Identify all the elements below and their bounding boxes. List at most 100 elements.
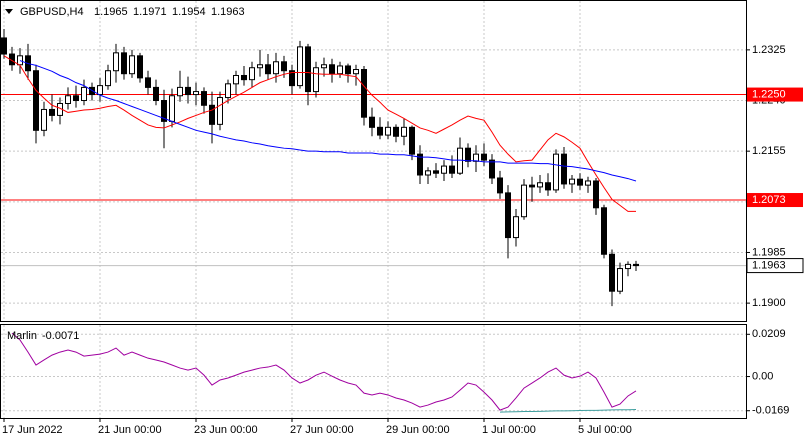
x-tick-label: 27 Jun 00:00 <box>290 424 354 436</box>
candle-body <box>353 69 359 75</box>
candle-body <box>321 64 327 69</box>
candle-body <box>153 86 159 102</box>
level-label-box <box>747 87 803 102</box>
y-tick-label: 1.2325 <box>752 44 786 56</box>
candle-body <box>449 165 455 174</box>
axes: 17 Jun 2022 21 Jun 00:00 23 Jun 00:00 27 Ju… <box>2 44 804 436</box>
y-tick-label: -0.0169 <box>752 405 789 417</box>
candle-body <box>297 46 303 87</box>
candle-body <box>441 165 447 174</box>
candle-body <box>481 153 487 161</box>
candle-body <box>249 67 255 81</box>
candle-body <box>345 65 351 75</box>
x-tick-label: 5 Jul 00:00 <box>578 424 632 436</box>
candle-body <box>569 178 575 185</box>
candle-body <box>73 95 79 102</box>
candle-body <box>305 46 311 93</box>
grid <box>1 1 746 418</box>
last-open: 1.1965 <box>94 6 128 18</box>
sub-plot <box>11 332 637 413</box>
candle-body <box>209 104 215 125</box>
x-tick-label: 23 Jun 00:00 <box>194 424 258 436</box>
candle-body <box>385 126 391 136</box>
candle-body <box>273 61 279 75</box>
y-tick-label: 0.00 <box>752 370 773 382</box>
candle-body <box>561 153 567 185</box>
candle-body <box>513 216 519 239</box>
level-label: 1.2073 <box>752 194 786 206</box>
candle-body <box>401 126 407 137</box>
candle-body <box>289 70 295 87</box>
indicator-line <box>3 55 636 212</box>
candle-body <box>201 91 207 106</box>
menu-icon[interactable] <box>5 9 13 14</box>
current-price-label: 1.1963 <box>752 259 786 271</box>
y-tick-label: 1.2155 <box>752 145 786 157</box>
candle-body <box>505 192 511 239</box>
candle-body <box>337 65 343 75</box>
candle-body <box>577 178 583 186</box>
candle-body <box>329 64 335 75</box>
last-high: 1.1971 <box>133 6 167 18</box>
candle-body <box>41 108 47 131</box>
candle-body <box>121 52 127 75</box>
level-label: 1.2250 <box>752 88 786 100</box>
candle-body <box>313 67 319 93</box>
candle-body <box>361 69 367 118</box>
candle-body <box>185 86 191 96</box>
candle-body <box>225 83 231 99</box>
candle-body <box>377 126 383 136</box>
candle-body <box>473 153 479 162</box>
candle-body <box>497 177 503 194</box>
candle-body <box>17 55 23 66</box>
indicator-line <box>19 60 637 182</box>
y-tick-label: 0.0209 <box>752 328 786 340</box>
candle-body <box>521 184 527 218</box>
candle-body <box>425 170 431 176</box>
level-label-box <box>747 193 803 208</box>
candle-body <box>545 182 551 191</box>
candle-body <box>529 184 535 188</box>
x-tick-label: 1 Jul 00:00 <box>482 424 536 436</box>
x-tick-label: 29 Jun 00:00 <box>386 424 450 436</box>
candle-body <box>265 64 271 75</box>
candle-body <box>49 108 55 116</box>
candle-body <box>81 86 87 102</box>
candle-body <box>593 180 599 209</box>
main-pane-border <box>0 0 747 322</box>
candle-body <box>161 100 167 122</box>
last-close: 1.1963 <box>211 6 245 18</box>
candle-body <box>393 126 399 137</box>
candle-body <box>433 170 439 174</box>
candle-body <box>409 126 415 155</box>
chart-title: GBPUSD,H4 <box>20 6 84 18</box>
indicator-line <box>499 409 637 413</box>
candle-body <box>65 95 71 104</box>
candle-body <box>241 74 247 81</box>
y-tick-label: 1.1900 <box>752 297 786 309</box>
y-tick-label: 1.1985 <box>752 246 786 258</box>
candle-body <box>537 182 543 188</box>
candle-body <box>97 85 103 96</box>
candle-body <box>601 207 607 255</box>
candle-body <box>553 153 559 191</box>
candle-body <box>169 95 175 122</box>
main-plot <box>1 29 746 307</box>
candle-body <box>145 77 151 88</box>
current-price-box <box>746 258 804 274</box>
candle-body <box>233 74 239 85</box>
candle-body <box>609 253 615 292</box>
candle-body <box>1 37 7 55</box>
candle-body <box>281 61 287 72</box>
indicator-value: -0.0071 <box>42 330 79 342</box>
candle-body <box>489 159 495 179</box>
candle-body <box>217 97 223 125</box>
candle-body <box>129 55 135 75</box>
candle-body <box>257 64 263 69</box>
candle-body <box>585 180 591 186</box>
candle-body <box>105 70 111 87</box>
candle-body <box>89 86 95 96</box>
candle-body <box>369 116 375 128</box>
